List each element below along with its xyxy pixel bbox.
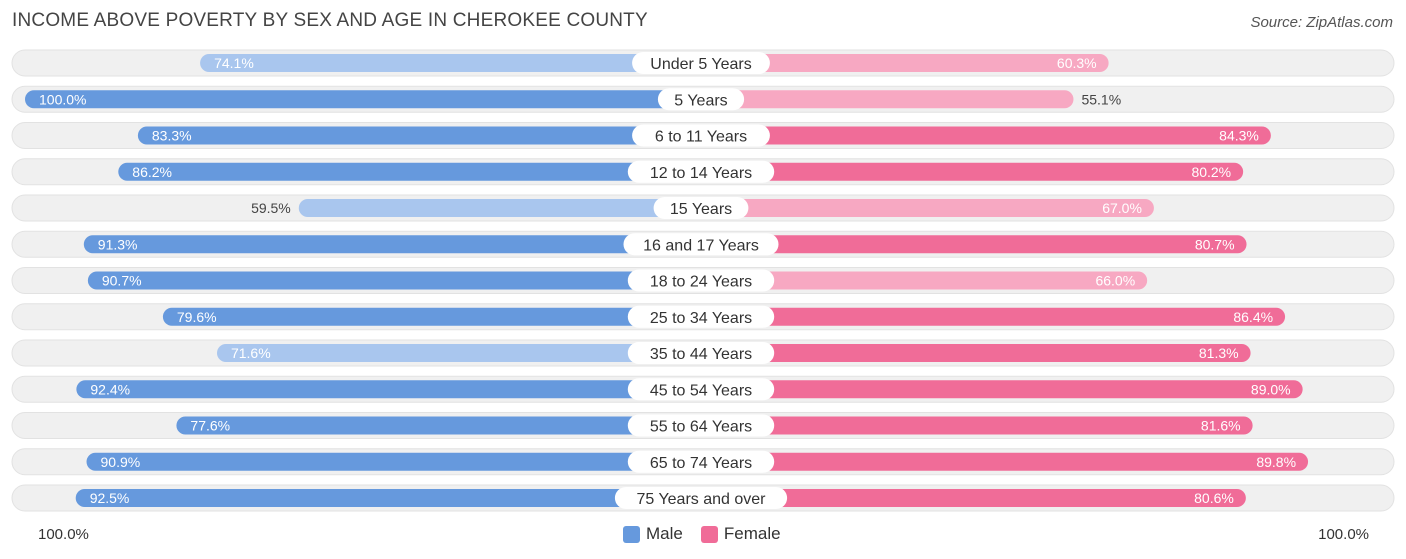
category-pill: [632, 124, 770, 147]
male-bar: [162, 307, 702, 326]
male-value-label: 59.5%: [251, 200, 291, 216]
female-bar: [701, 235, 1247, 254]
male-value-label: 90.7%: [102, 273, 142, 289]
female-bar: [701, 416, 1253, 435]
category-pill: [627, 160, 775, 183]
category-pill: [627, 342, 775, 364]
legend: Male Female: [623, 524, 799, 544]
male-value-label: 92.5%: [90, 490, 130, 506]
female-bar: [701, 126, 1271, 145]
female-bar: [701, 54, 1109, 72]
category-label: 18 to 24 Years: [650, 274, 752, 291]
female-value-label: 84.3%: [1219, 128, 1259, 144]
female-value-label: 80.6%: [1194, 490, 1234, 506]
male-value-label: 74.1%: [214, 55, 254, 71]
male-bar: [298, 199, 701, 217]
male-value-label: 77.6%: [190, 418, 230, 434]
male-value-label: 79.6%: [177, 309, 217, 325]
male-bar: [86, 452, 702, 471]
category-label: 16 and 17 Years: [643, 237, 759, 254]
female-bar: [701, 489, 1246, 507]
female-value-label: 80.2%: [1191, 164, 1231, 180]
category-pill: [632, 52, 770, 74]
male-bar: [83, 235, 701, 254]
female-value-label: 89.8%: [1256, 454, 1296, 470]
category-pill: [627, 450, 775, 473]
female-value-label: 80.7%: [1195, 236, 1235, 252]
category-label: 12 to 14 Years: [650, 165, 752, 182]
category-pill: [627, 269, 775, 292]
category-pill: [627, 414, 775, 437]
female-bar: [701, 380, 1303, 399]
male-value-label: 90.9%: [101, 454, 141, 470]
female-value-label: 55.1%: [1081, 91, 1121, 107]
category-label: 6 to 11 Years: [655, 129, 747, 146]
category-pill: [627, 378, 775, 401]
category-label: 65 to 74 Years: [650, 455, 752, 472]
male-bar: [25, 90, 701, 109]
legend-item-male: Male: [623, 524, 683, 544]
category-label: 75 Years and over: [637, 491, 767, 508]
legend-swatch-female: [700, 525, 718, 543]
male-value-label: 83.3%: [152, 128, 192, 144]
male-bar: [200, 54, 702, 72]
male-bar: [75, 489, 701, 507]
category-pill: [623, 233, 779, 256]
male-bar: [176, 416, 701, 435]
category-label: 55 to 64 Years: [650, 419, 752, 436]
category-label: 35 to 44 Years: [650, 346, 752, 363]
female-value-label: 86.4%: [1233, 309, 1273, 325]
category-pill: [627, 305, 775, 328]
category-label: 45 to 54 Years: [650, 382, 752, 399]
source-label: Source: ZipAtlas.com: [1250, 14, 1393, 31]
chart-title: INCOME ABOVE POVERTY BY SEX AND AGE IN C…: [12, 10, 648, 31]
legend-label-female: Female: [723, 524, 781, 543]
female-value-label: 67.0%: [1102, 200, 1142, 216]
female-bar: [701, 199, 1154, 217]
female-bar: [701, 307, 1286, 326]
male-bar: [87, 271, 702, 290]
female-bar: [701, 452, 1309, 471]
female-value-label: 81.6%: [1201, 418, 1241, 434]
female-value-label: 60.3%: [1057, 55, 1097, 71]
male-bar: [76, 380, 702, 399]
category-pill: [653, 197, 749, 219]
male-bar: [137, 126, 702, 145]
male-value-label: 86.2%: [132, 164, 172, 180]
female-bar: [701, 271, 1148, 290]
male-value-label: 91.3%: [98, 236, 138, 252]
category-pill: [614, 487, 788, 509]
bar-chart: 74.1% 60.3% Under 5 Years 100.0% 55.1% 5 Year…: [11, 49, 1395, 512]
legend-swatch-male: [623, 525, 640, 543]
male-value-label: 100.0%: [39, 91, 86, 107]
category-label: 15 Years: [670, 201, 732, 218]
male-value-label: 71.6%: [231, 345, 271, 361]
male-value-label: 92.4%: [90, 381, 130, 397]
category-label: 25 to 34 Years: [650, 310, 752, 327]
category-label: Under 5 Years: [650, 56, 751, 73]
female-value-label: 89.0%: [1251, 381, 1291, 397]
category-label: 5 Years: [674, 92, 727, 109]
male-bar: [118, 162, 701, 181]
axis-left-label: 100.0%: [38, 526, 89, 543]
category-pill: [657, 88, 745, 111]
male-bar: [216, 344, 701, 362]
female-value-label: 81.3%: [1199, 345, 1239, 361]
female-bar: [701, 344, 1251, 362]
axis-right-label: 100.0%: [1318, 526, 1369, 543]
legend-item-female: Female: [700, 524, 781, 544]
legend-label-male: Male: [646, 524, 683, 543]
female-bar: [701, 90, 1074, 109]
female-value-label: 66.0%: [1095, 273, 1135, 289]
female-bar: [701, 162, 1244, 181]
